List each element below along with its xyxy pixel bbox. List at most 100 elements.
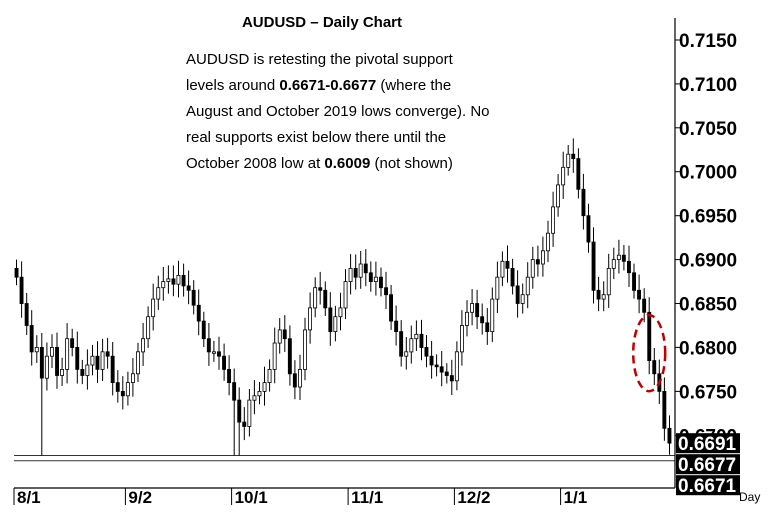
candle-body (171, 278, 176, 285)
candle (146, 306, 151, 348)
candle (627, 245, 631, 287)
candle-body (621, 254, 626, 262)
annotation-bold-value: 0.6671-0.6677 (279, 77, 376, 94)
candle-body (373, 276, 378, 283)
candle-body (662, 390, 667, 429)
candle (348, 254, 353, 295)
chart-title: AUDUSD – Daily Chart (242, 14, 402, 31)
candle-body (232, 382, 237, 401)
candle-body (530, 259, 535, 278)
candles (14, 138, 672, 456)
candle (156, 275, 161, 310)
candle (353, 254, 358, 290)
candle (29, 310, 34, 366)
candle-body (308, 307, 312, 331)
candle-body (90, 355, 95, 366)
candle-body (541, 250, 545, 265)
candle-body (353, 267, 358, 278)
candle-body (591, 241, 596, 291)
candle-body (227, 368, 231, 383)
candle-body (262, 382, 267, 392)
candle (105, 337, 110, 369)
annotation-line: October 2008 low at 0.6009 (not shown) (186, 155, 453, 172)
candle-body (611, 259, 616, 269)
candle-body (571, 153, 576, 159)
candle (303, 317, 307, 381)
candle-body (520, 294, 525, 304)
candle (556, 174, 560, 217)
candle-body (333, 316, 338, 333)
candle-body (186, 285, 191, 291)
candle-body (252, 395, 257, 401)
candle (459, 310, 464, 366)
annotation-segment: levels around (186, 77, 279, 94)
candle-body (525, 276, 530, 296)
candle (515, 270, 520, 318)
candle-body (414, 333, 419, 340)
candle-body (464, 311, 469, 326)
candle (662, 377, 667, 441)
annotation-segment: (not shown) (370, 155, 453, 172)
candle (34, 335, 39, 363)
candle-body (480, 316, 485, 324)
candle (667, 415, 672, 455)
candle (50, 334, 54, 368)
candle (171, 265, 176, 297)
candle (211, 340, 216, 362)
candle (252, 380, 257, 415)
candle (130, 358, 135, 397)
candle-body (282, 329, 287, 340)
candle-body (211, 351, 216, 354)
candle (90, 344, 95, 376)
candle (581, 173, 586, 230)
candle-body (439, 366, 444, 373)
candle (176, 260, 181, 298)
candle-body (201, 320, 206, 340)
candle (424, 335, 429, 368)
candle (505, 245, 510, 283)
candle-body (39, 346, 44, 379)
x-tick-label: 9/2 (128, 488, 152, 507)
candle-body (510, 267, 515, 287)
candle (328, 292, 333, 346)
annotation-segment: October 2008 low at (186, 155, 324, 172)
candle (100, 338, 105, 381)
candle-body (277, 329, 282, 344)
annotation-line: AUDUSD is retesting the pivotal support (186, 51, 454, 68)
candle-body (55, 346, 59, 376)
candle (216, 336, 221, 370)
candle (449, 359, 454, 395)
candle-body (141, 338, 145, 353)
candle (475, 289, 480, 329)
candle-body (551, 206, 555, 234)
price-label-box (676, 454, 740, 475)
candle (404, 337, 409, 370)
candle (429, 341, 434, 379)
y-tick-label: 0.6850 (679, 295, 737, 316)
candle (141, 322, 145, 366)
candle-body (65, 338, 70, 370)
y-tick-label: 0.6900 (679, 251, 737, 272)
candle (434, 354, 439, 377)
candle (566, 145, 571, 176)
candle-body (490, 298, 495, 333)
candle-body (627, 260, 631, 274)
candle (616, 239, 621, 274)
candle (222, 343, 226, 381)
candle (323, 281, 328, 316)
candle-body (130, 373, 135, 383)
candle (333, 305, 338, 342)
candle-body (151, 298, 156, 318)
candle (358, 251, 363, 289)
candle-body (161, 281, 166, 289)
candle-body (389, 294, 393, 322)
candle (24, 292, 29, 335)
candle-body (287, 338, 292, 375)
price-label: 0.6677 (678, 455, 736, 476)
candle (135, 342, 140, 382)
candle (292, 360, 297, 400)
candle (571, 138, 576, 173)
candle-body (454, 351, 459, 382)
candle-body (85, 364, 90, 376)
